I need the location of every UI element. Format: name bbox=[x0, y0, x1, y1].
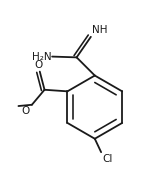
Text: H₂N: H₂N bbox=[32, 52, 51, 62]
Text: O: O bbox=[22, 106, 30, 115]
Text: NH: NH bbox=[92, 25, 107, 35]
Text: O: O bbox=[35, 60, 43, 70]
Text: Cl: Cl bbox=[102, 154, 113, 164]
